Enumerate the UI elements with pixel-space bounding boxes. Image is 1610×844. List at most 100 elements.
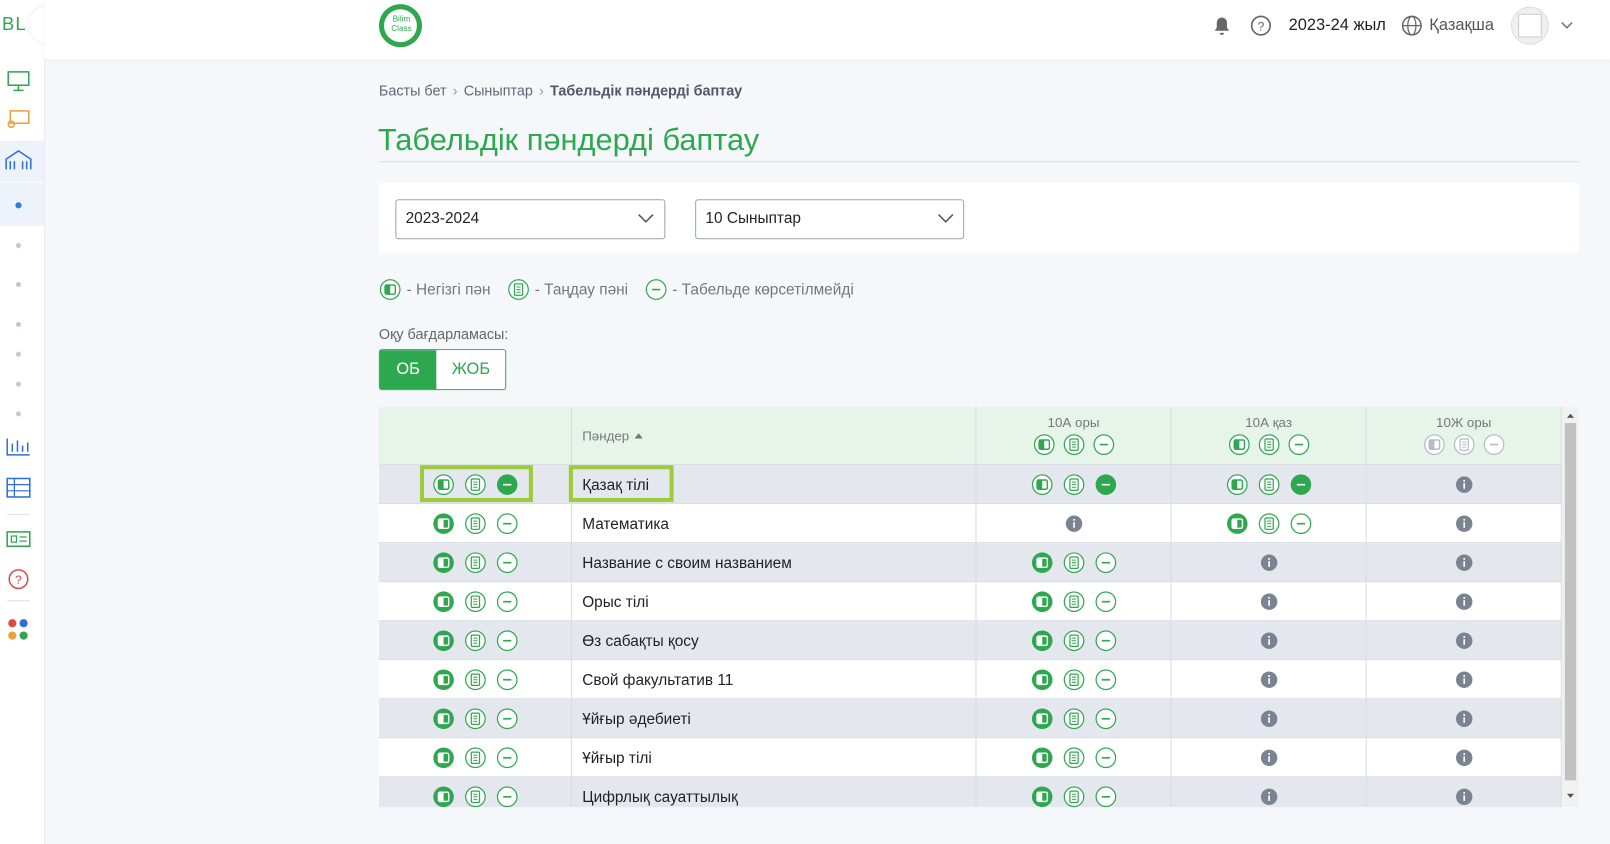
main-icon[interactable] [1030,668,1053,691]
hidden-icon[interactable] [495,512,518,535]
elective-icon[interactable] [464,473,487,496]
main-icon[interactable] [432,512,455,535]
legend-label: - Негізгі пән [406,280,491,299]
sort-icon[interactable] [633,431,643,439]
elective-icon[interactable] [464,786,487,808]
column-icons [1423,433,1505,456]
bell-icon[interactable] [1212,14,1233,37]
main-icon[interactable] [1032,433,1055,456]
hidden-icon[interactable] [495,629,518,652]
elective-icon[interactable] [1062,590,1085,613]
elective-icon[interactable] [464,668,487,691]
main-icon[interactable] [379,278,402,301]
table-cell: Цифрлық сауаттылық [572,777,977,808]
table-cell [1172,582,1367,622]
main-icon[interactable] [1225,512,1248,535]
user-menu[interactable] [1510,6,1592,47]
column-name: 10А қаз [1245,414,1292,431]
main-icon[interactable] [432,668,455,691]
globe-icon[interactable] [1401,14,1424,37]
hidden-icon[interactable] [1094,786,1117,808]
elective-icon[interactable] [1257,473,1280,496]
main-icon[interactable] [432,473,455,496]
elective-icon[interactable] [1062,473,1085,496]
hidden-icon[interactable] [1287,433,1310,456]
table-cell [1172,465,1367,505]
main-icon[interactable] [1030,786,1053,808]
main-icon[interactable] [432,746,455,769]
table-cell [976,777,1172,808]
table-body: Қазақ тілі Математика Название с своим наз… [378,465,1562,808]
elective-icon[interactable] [1257,433,1280,456]
program-option[interactable]: ЖОБ [436,350,506,390]
info-icon [1455,788,1472,806]
hidden-icon[interactable] [1094,590,1117,613]
school-year[interactable]: 2023-24 жыл [1288,16,1386,34]
elective-icon[interactable] [464,707,487,730]
elective-icon[interactable] [1062,551,1085,574]
program-option[interactable]: ОБ [379,350,437,390]
elective-icon[interactable] [464,590,487,613]
subjects-header[interactable]: Пәндер [582,427,630,444]
grade-select[interactable]: 10 Сыныптар [695,199,965,240]
hidden-icon[interactable] [495,746,518,769]
hidden-icon[interactable] [1094,473,1117,496]
hidden-icon[interactable] [1094,551,1117,574]
main-icon[interactable] [1228,433,1251,456]
hidden-icon[interactable] [1289,512,1312,535]
breadcrumb-link[interactable]: Сыныптар [463,82,533,99]
info-icon [1455,515,1472,532]
elective-icon[interactable] [1062,668,1085,691]
year-select[interactable]: 2023-2024 [395,199,666,240]
elective-icon[interactable] [1062,786,1085,808]
main-icon[interactable] [1030,629,1053,652]
scrollbar[interactable] [1561,406,1580,808]
brand-logo[interactable] [378,3,425,50]
table-cell [1172,699,1367,739]
main-icon[interactable] [432,590,455,613]
top-bar: Bilim Class ? 2023-24 жыл Қазақша [44,0,1610,60]
hidden-icon[interactable] [1094,629,1117,652]
hidden-icon[interactable] [495,590,518,613]
hidden-icon[interactable] [495,668,518,691]
hidden-icon[interactable] [495,707,518,730]
hidden-icon[interactable] [1092,433,1115,456]
help-icon[interactable]: ? [1250,14,1273,37]
main-icon[interactable] [1030,473,1053,496]
main-icon[interactable] [432,629,455,652]
main-icon[interactable] [1030,707,1053,730]
main-icon[interactable] [1030,746,1053,769]
hidden-icon[interactable] [1094,707,1117,730]
elective-icon[interactable] [1062,707,1085,730]
hidden-icon[interactable] [1094,668,1117,691]
elective-icon[interactable] [464,551,487,574]
main-icon[interactable] [432,786,455,808]
main-icon[interactable] [1030,551,1053,574]
main-icon[interactable] [432,707,455,730]
hidden-icon[interactable] [1289,473,1312,496]
table-cell [379,660,572,700]
table-cell [976,504,1172,544]
elective-icon[interactable] [1062,629,1085,652]
elective-icon[interactable] [507,278,530,301]
table-cell [379,621,572,661]
subject-name: Орыс тілі [582,592,649,611]
hidden-icon[interactable] [495,473,518,496]
main-icon[interactable] [1030,590,1053,613]
sidebar-logo[interactable]: BL [2,13,27,34]
subject-name: Название с своим названием [582,553,792,572]
hidden-icon[interactable] [495,551,518,574]
elective-icon[interactable] [464,512,487,535]
hidden-icon[interactable] [495,786,518,808]
elective-icon[interactable] [464,746,487,769]
hidden-icon[interactable] [1094,746,1117,769]
elective-icon[interactable] [1257,512,1280,535]
hidden-icon[interactable] [645,278,668,301]
breadcrumb-link[interactable]: Басты бет [378,82,447,99]
elective-icon[interactable] [1062,746,1085,769]
main-icon[interactable] [1225,473,1248,496]
elective-icon[interactable] [464,629,487,652]
language[interactable]: Қазақша [1429,16,1495,34]
elective-icon[interactable] [1062,433,1085,456]
main-icon[interactable] [432,551,455,574]
